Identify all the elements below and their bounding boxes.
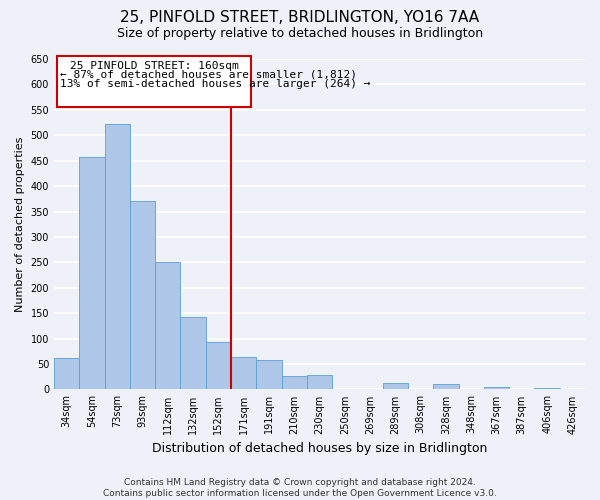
Bar — [281, 376, 307, 390]
FancyBboxPatch shape — [56, 56, 251, 108]
Bar — [256, 360, 281, 390]
Bar — [307, 375, 332, 390]
Text: 25, PINFOLD STREET, BRIDLINGTON, YO16 7AA: 25, PINFOLD STREET, BRIDLINGTON, YO16 7A… — [121, 10, 479, 25]
Bar — [79, 157, 104, 390]
Bar — [155, 262, 181, 390]
Y-axis label: Number of detached properties: Number of detached properties — [15, 136, 25, 312]
Text: 25 PINFOLD STREET: 160sqm: 25 PINFOLD STREET: 160sqm — [70, 60, 238, 70]
Bar — [104, 124, 130, 390]
Text: 13% of semi-detached houses are larger (264) →: 13% of semi-detached houses are larger (… — [61, 79, 371, 89]
Bar — [535, 388, 560, 390]
Text: Size of property relative to detached houses in Bridlington: Size of property relative to detached ho… — [117, 28, 483, 40]
Bar — [181, 317, 206, 390]
Bar — [130, 202, 155, 390]
Text: ← 87% of detached houses are smaller (1,812): ← 87% of detached houses are smaller (1,… — [61, 70, 358, 80]
Bar — [383, 383, 408, 390]
Bar — [231, 358, 256, 390]
Bar — [433, 384, 458, 390]
Bar — [484, 387, 509, 390]
Bar — [206, 342, 231, 390]
X-axis label: Distribution of detached houses by size in Bridlington: Distribution of detached houses by size … — [152, 442, 487, 455]
Text: Contains HM Land Registry data © Crown copyright and database right 2024.
Contai: Contains HM Land Registry data © Crown c… — [103, 478, 497, 498]
Bar — [54, 358, 79, 390]
